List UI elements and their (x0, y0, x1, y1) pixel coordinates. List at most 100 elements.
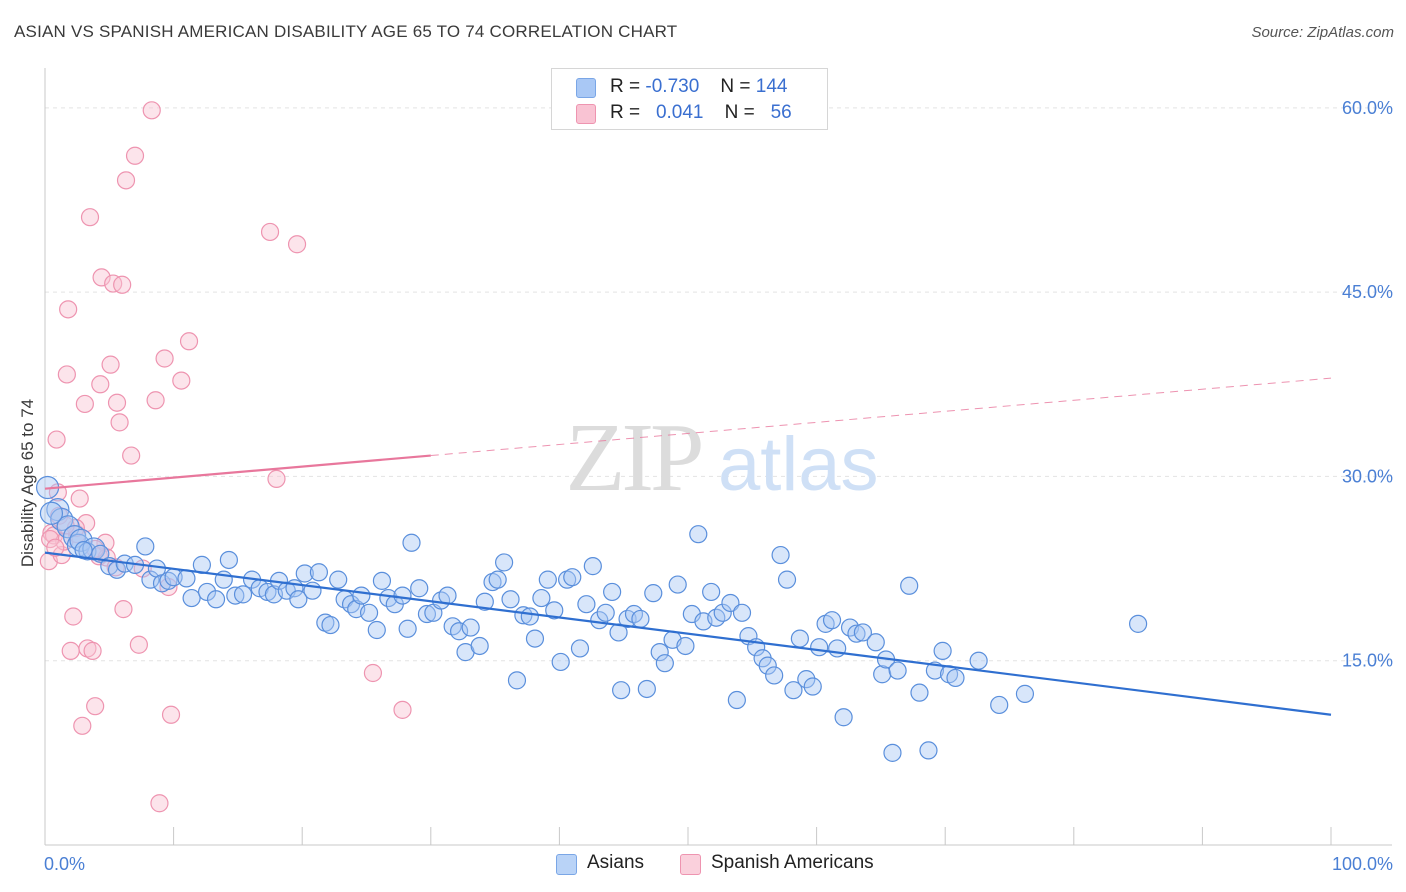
point-asians (590, 611, 609, 630)
point-asians (644, 584, 663, 603)
point-spanish-americans (41, 529, 60, 549)
point-spanish-americans (92, 268, 111, 287)
y-tick-label: 60.0% (1342, 98, 1393, 118)
point-spanish-americans (101, 355, 120, 374)
point-asians (919, 741, 938, 760)
point-asians (713, 603, 732, 622)
point-asians (990, 695, 1009, 715)
point-asians (501, 590, 520, 609)
y-tick-label: 45.0% (1342, 282, 1393, 302)
legend-r-value-spanish: 0.041 (655, 102, 704, 123)
point-asians (417, 604, 437, 624)
watermark: ZIP atlas (566, 404, 879, 512)
point-asians (883, 743, 902, 762)
point-asians (495, 553, 514, 572)
point-spanish-americans (77, 514, 96, 533)
point-spanish-americans (96, 533, 115, 552)
y-tick-label: 15.0% (1342, 651, 1393, 671)
point-asians (676, 636, 695, 656)
point-asians (873, 665, 892, 684)
point-asians (295, 564, 314, 583)
point-asians (470, 636, 489, 656)
point-asians (583, 557, 602, 576)
point-asians (721, 593, 740, 613)
point-asians (393, 586, 412, 605)
point-asians (1015, 684, 1035, 703)
trend-line-spanish-dashed (430, 377, 1332, 457)
point-spanish-americans (260, 222, 280, 242)
point-spanish-americans (110, 413, 129, 432)
point-asians (777, 570, 797, 589)
point-asians (141, 570, 160, 589)
bottom-legend-label-spanish: Spanish Americans (711, 852, 874, 873)
legend-r-label: R = (610, 102, 641, 123)
series-asians (35, 475, 1148, 762)
point-asians (538, 570, 557, 589)
point-asians (520, 607, 539, 626)
point-asians (410, 579, 429, 598)
point-spanish-americans (150, 794, 169, 813)
point-asians (514, 606, 533, 625)
point-asians (668, 575, 687, 594)
point-asians (888, 661, 907, 680)
bottom-legend-swatch-asians (556, 854, 577, 875)
chart-title: ASIAN VS SPANISH AMERICAN DISABILITY AGE… (14, 22, 678, 41)
point-asians (367, 620, 386, 640)
point-spanish-americans (142, 101, 161, 120)
point-asians (507, 671, 527, 690)
point-spanish-americans (179, 332, 199, 351)
point-asians (866, 633, 885, 652)
trend-line-spanish-solid (44, 454, 431, 490)
point-spanish-americans (91, 375, 110, 394)
point-asians (771, 545, 790, 565)
point-asians (136, 537, 155, 556)
point-asians (402, 533, 421, 552)
point-asians (596, 603, 615, 622)
point-spanish-americans (172, 371, 191, 390)
point-spanish-americans (287, 235, 307, 254)
point-asians (525, 629, 545, 648)
point-spanish-americans (114, 600, 133, 619)
point-asians (233, 585, 253, 604)
point-asians (219, 550, 238, 570)
point-asians (177, 569, 196, 588)
point-asians (765, 666, 784, 685)
point-asians (702, 582, 721, 602)
point-asians (810, 638, 829, 657)
legend-swatch-asians (576, 78, 596, 98)
point-spanish-americans (80, 208, 100, 227)
correlation-legend: R = -0.730 N = 144 R = 0.041 N = 56 (551, 68, 828, 130)
point-asians (309, 563, 329, 582)
x-tick-label: 0.0% (44, 854, 85, 874)
series-spanish-americans (39, 101, 412, 813)
legend-swatch-spanish (576, 104, 596, 124)
bottom-legend-label-asians: Asians (587, 852, 645, 873)
point-asians (74, 541, 93, 560)
point-spanish-americans (267, 469, 286, 488)
point-asians (563, 568, 582, 587)
point-asians (289, 590, 308, 609)
point-asians (570, 639, 590, 658)
trend-lines (44, 377, 1332, 716)
point-spanish-americans (73, 716, 92, 735)
point-asians (449, 622, 469, 641)
axes (44, 68, 1392, 846)
point-asians (39, 501, 64, 525)
point-spanish-americans (64, 607, 83, 626)
point-asians (182, 588, 201, 608)
point-spanish-americans (61, 641, 80, 660)
point-asians (822, 611, 842, 630)
point-asians (784, 681, 803, 700)
point-spanish-americans (75, 394, 94, 414)
point-spanish-americans (70, 489, 89, 508)
legend-n-value-spanish: 56 (770, 102, 792, 123)
point-asians (847, 624, 866, 643)
bottom-legend-swatch-spanish (680, 854, 701, 875)
point-spanish-americans (129, 635, 148, 654)
point-asians (551, 652, 570, 672)
point-asians (532, 588, 551, 608)
legend-n-label: N = (720, 76, 751, 97)
legend-r-value-asians: -0.730 (645, 76, 700, 97)
point-asians (758, 656, 777, 675)
point-asians (910, 683, 929, 702)
